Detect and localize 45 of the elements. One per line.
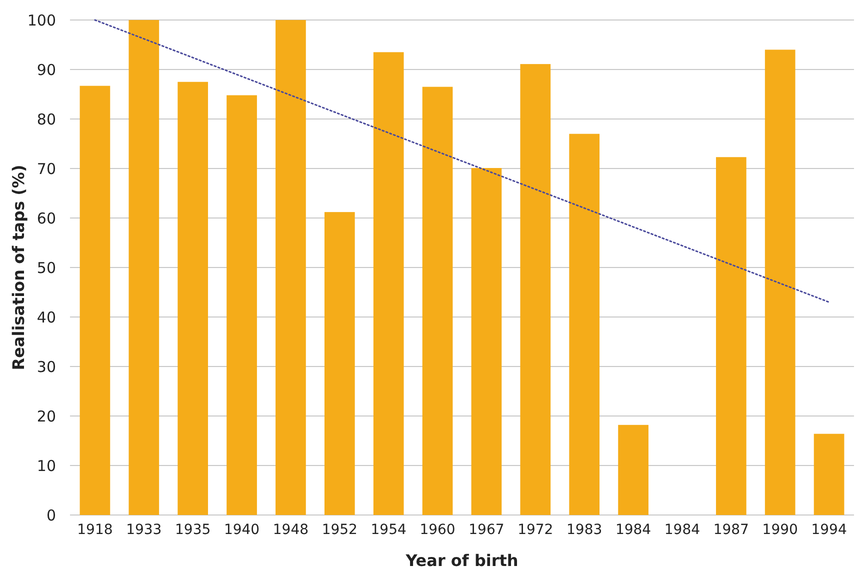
y-tick-label: 20 [36, 407, 56, 426]
y-tick-label: 50 [36, 258, 56, 277]
x-tick-label: 1948 [272, 522, 309, 538]
bar [178, 82, 208, 515]
bar [716, 157, 746, 515]
bar [618, 424, 648, 515]
bar [764, 50, 796, 515]
x-tick-label: 1990 [762, 522, 798, 538]
y-tick-label: 10 [36, 456, 56, 475]
x-tick-label: 1984 [615, 522, 652, 538]
x-tick-label: 1960 [420, 522, 456, 538]
bar [128, 20, 160, 515]
bar [471, 168, 502, 515]
x-tick-label: 1933 [126, 522, 162, 538]
bar [520, 64, 551, 515]
y-axis-title: Realisation of taps (%) [9, 164, 28, 370]
bar [226, 95, 257, 515]
x-tick-label: 1940 [224, 522, 260, 538]
x-tick-label: 1994 [811, 522, 847, 538]
x-tick-label: 1954 [370, 522, 406, 538]
bar [422, 86, 453, 515]
x-axis-title: Year of birth [404, 551, 518, 570]
x-tick-label: 1967 [468, 522, 504, 538]
x-tick-label: 1935 [175, 522, 211, 538]
y-tick-label: 30 [36, 358, 56, 376]
line-series [94, 19, 830, 303]
y-tick-label: 90 [36, 60, 56, 79]
y-tick-label: 40 [36, 308, 56, 326]
y-tick-label: 100 [27, 11, 56, 30]
bar [373, 52, 404, 515]
bar [569, 134, 600, 515]
y-tick-label: 0 [46, 506, 56, 524]
x-tick-label: 1983 [566, 522, 602, 538]
x-tick-label: 1918 [77, 522, 113, 538]
bar [324, 212, 355, 515]
y-tick-label: 70 [36, 160, 56, 178]
bar [276, 20, 306, 515]
y-tick-label: 60 [36, 209, 56, 228]
x-tick-label: 1952 [322, 522, 358, 538]
x-tick-label: 1987 [713, 522, 749, 538]
x-tick-label: 1972 [518, 522, 554, 538]
y-tick-label: 80 [36, 110, 56, 128]
bar [80, 86, 110, 515]
bar [814, 434, 844, 515]
x-tick-label: 1984 [664, 522, 700, 538]
